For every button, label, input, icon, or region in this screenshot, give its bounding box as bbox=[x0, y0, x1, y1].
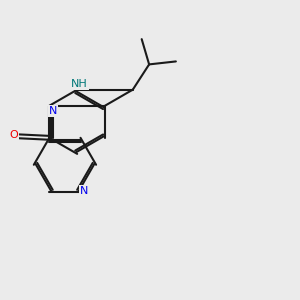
Text: O: O bbox=[10, 130, 19, 140]
Text: N: N bbox=[49, 106, 57, 116]
Text: NH: NH bbox=[71, 79, 88, 89]
Text: N: N bbox=[80, 186, 88, 196]
